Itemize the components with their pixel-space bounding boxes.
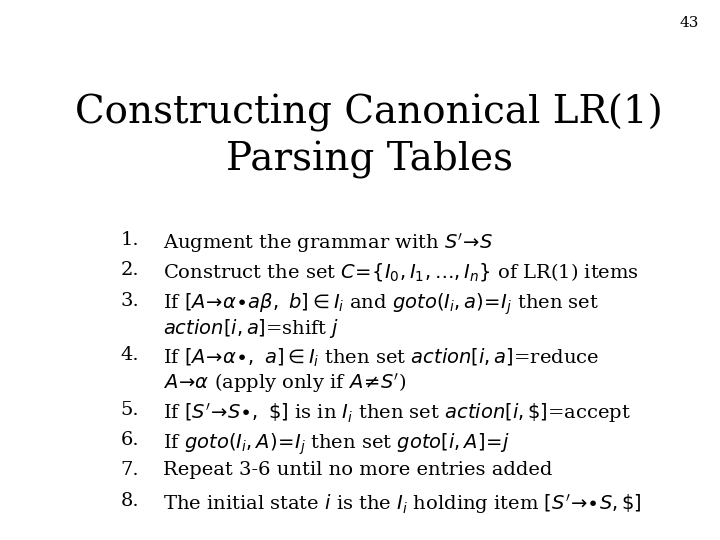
Text: 2.: 2. (121, 261, 139, 280)
Text: Construct the set $C\!=\!\{I_0,I_1,\ldots,I_n\}$ of LR(1) items: Construct the set $C\!=\!\{I_0,I_1,\ldot… (163, 261, 639, 284)
Text: 4.: 4. (121, 346, 139, 364)
Text: If $[A\!\rightarrow\!\alpha{\bullet}a\beta,\ b]\in I_i$ and $goto(I_i,a)\!=\!I_j: If $[A\!\rightarrow\!\alpha{\bullet}a\be… (163, 292, 598, 318)
Text: 43: 43 (679, 16, 698, 30)
Text: $A\!\rightarrow\!\alpha$ (apply only if $A\!\neq\!S'$): $A\!\rightarrow\!\alpha$ (apply only if … (163, 371, 405, 395)
Text: Repeat 3-6 until no more entries added: Repeat 3-6 until no more entries added (163, 462, 552, 480)
Text: 8.: 8. (121, 492, 139, 510)
Text: 7.: 7. (121, 462, 139, 480)
Text: If $goto(I_i,A)\!=\!I_j$ then set $goto[i,A]\!=\!j$: If $goto(I_i,A)\!=\!I_j$ then set $goto[… (163, 431, 509, 457)
Text: If $[S'\!\rightarrow\!S{\bullet},\ \$]$ is in $I_i$ then set $action[i,\$]$=acce: If $[S'\!\rightarrow\!S{\bullet},\ \$]$ … (163, 401, 631, 425)
Text: Augment the grammar with $S'\!\rightarrow\!S$: Augment the grammar with $S'\!\rightarro… (163, 231, 493, 255)
Text: If $[A\!\rightarrow\!\alpha{\bullet},\ a]\in I_i$ then set $action[i,a]$=reduce: If $[A\!\rightarrow\!\alpha{\bullet},\ a… (163, 346, 598, 369)
Text: 5.: 5. (121, 401, 139, 418)
Text: The initial state $i$ is the $I_i$ holding item $[S'\!\rightarrow\!{\bullet}S,\$: The initial state $i$ is the $I_i$ holdi… (163, 492, 642, 516)
Text: Constructing Canonical LR(1)
Parsing Tables: Constructing Canonical LR(1) Parsing Tab… (75, 94, 663, 179)
Text: 6.: 6. (121, 431, 139, 449)
Text: 1.: 1. (121, 231, 139, 249)
Text: 3.: 3. (121, 292, 140, 310)
Text: $action[i,a]$=shift $j$: $action[i,a]$=shift $j$ (163, 317, 339, 340)
